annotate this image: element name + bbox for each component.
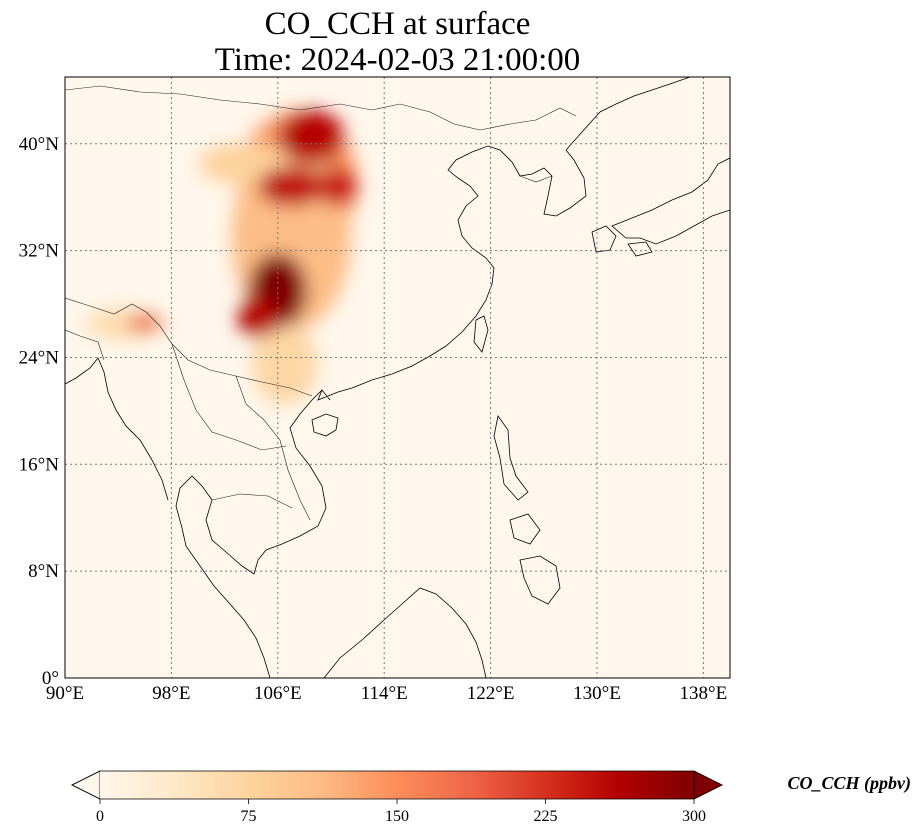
colorbar-tick-label: 300 bbox=[682, 808, 706, 825]
coastline-shikoku bbox=[627, 241, 653, 257]
colorbar-extend-high bbox=[693, 770, 723, 800]
plume-9 bbox=[237, 297, 278, 338]
coastline-honshu bbox=[611, 157, 730, 245]
colorbar-extend-low bbox=[71, 770, 101, 800]
lat-tick-label: 0° bbox=[42, 668, 59, 689]
plume-5 bbox=[277, 110, 345, 164]
border-korea bbox=[519, 175, 553, 183]
plume-6 bbox=[257, 166, 325, 207]
coastline-taiwan bbox=[473, 315, 489, 353]
colorbar-ticks: 0 75 150 225 300 bbox=[96, 799, 706, 825]
lat-tick-label: 32°N bbox=[19, 241, 60, 262]
colorbar-tick-label: 75 bbox=[241, 808, 257, 825]
border-cambodia bbox=[211, 493, 293, 509]
borders bbox=[65, 85, 577, 521]
border-india-bangladesh bbox=[65, 329, 105, 361]
coastline-mindanao bbox=[519, 555, 561, 605]
lon-tick-label: 98°E bbox=[152, 683, 190, 704]
coastline-visayas bbox=[509, 513, 541, 545]
lon-tick-label: 114°E bbox=[361, 683, 408, 704]
lat-tick-labels: 0° 8°N 16°N 24°N 32°N 40°N bbox=[19, 134, 60, 689]
border-china-mongolia bbox=[65, 85, 577, 131]
lat-tick-label: 40°N bbox=[19, 134, 60, 155]
plume-3 bbox=[251, 324, 318, 405]
colorbar-tick-label: 225 bbox=[534, 808, 558, 825]
lon-tick-labels: 90°E 98°E 106°E 114°E 122°E 130°E 138°E bbox=[46, 683, 727, 704]
colorbar: 0 75 150 225 300 CO_CCH (ppbv) bbox=[71, 770, 912, 825]
lon-tick-label: 106°E bbox=[254, 683, 302, 704]
coastlines bbox=[65, 77, 730, 678]
gridlines bbox=[65, 77, 730, 678]
colorbar-tick-label: 0 bbox=[96, 808, 104, 825]
lat-tick-label: 24°N bbox=[19, 347, 60, 368]
lon-tick-label: 138°E bbox=[680, 683, 728, 704]
map-title-line1: CO_CCH at surface bbox=[264, 6, 531, 42]
coastline-luzon bbox=[493, 415, 529, 501]
coastline-borneo bbox=[323, 587, 487, 678]
plume-10 bbox=[127, 314, 163, 331]
map-frame bbox=[64, 76, 731, 679]
plume-layer bbox=[84, 110, 358, 405]
lon-tick-label: 130°E bbox=[573, 683, 621, 704]
border-laos-vietnam bbox=[235, 375, 311, 521]
colorbar-label: CO_CCH (ppbv) bbox=[788, 773, 912, 794]
coastline-hainan bbox=[311, 413, 339, 437]
lon-tick-label: 90°E bbox=[46, 683, 84, 704]
coastline-kyushu bbox=[591, 225, 617, 253]
coastline-china bbox=[317, 145, 587, 401]
coastline-russia bbox=[565, 77, 691, 151]
map-background bbox=[65, 77, 730, 678]
map-title-line2: Time: 2024-02-03 21:00:00 bbox=[214, 42, 581, 78]
border-myanmar-thai bbox=[171, 343, 287, 451]
coastline-indochina bbox=[175, 389, 327, 678]
colorbar-body bbox=[100, 771, 694, 799]
colorbar-tick-label: 150 bbox=[385, 808, 409, 825]
coastline-bay-bengal bbox=[65, 357, 169, 501]
lat-tick-label: 8°N bbox=[28, 561, 59, 582]
lon-tick-label: 122°E bbox=[467, 683, 515, 704]
plume-7 bbox=[317, 166, 358, 207]
lat-tick-label: 16°N bbox=[19, 454, 60, 475]
